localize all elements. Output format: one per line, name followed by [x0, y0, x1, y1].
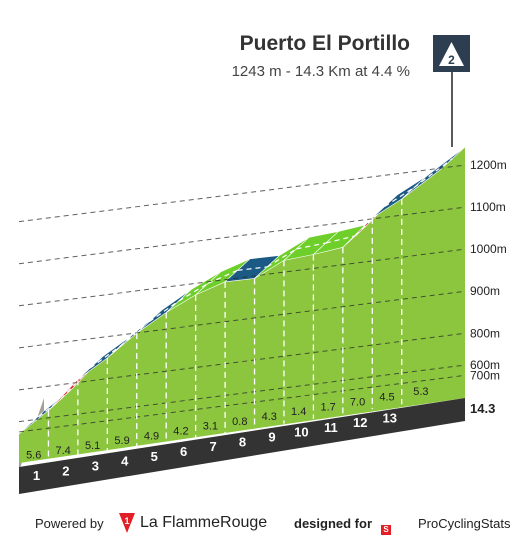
segment-gradient-label: 7.4	[56, 445, 71, 457]
segment-gradient-label: 7.0	[350, 397, 365, 409]
elevation-guide-line	[18, 332, 466, 391]
ridge-center-line	[178, 282, 209, 302]
ridge-center-line	[354, 205, 386, 237]
segment-gradient-label: 1.7	[320, 401, 335, 413]
km-axis-band	[19, 398, 465, 494]
ridge-center-line	[266, 248, 297, 268]
segment-gradient-label: 1.4	[291, 406, 306, 418]
km-marker-label: 7	[209, 439, 216, 454]
segment-gradient-label: 5.9	[114, 435, 129, 447]
elevation-tick-label: 600m	[470, 358, 500, 372]
flamme-rouge-icon: 1	[119, 513, 135, 533]
chart-subtitle: 1243 m - 14.3 Km at 4.4 %	[232, 63, 410, 80]
designed-for-text: designed for	[294, 516, 373, 531]
powered-by-text: Powered by	[35, 516, 104, 531]
elevation-tick-label: 700m	[470, 368, 500, 382]
svg-text:1: 1	[124, 516, 129, 526]
segment-gradient-label: 4.9	[144, 430, 159, 442]
chart-title: Puerto El Portillo	[240, 32, 410, 55]
elevation-tick-label: 1100m	[470, 200, 506, 214]
elevation-tick-label: 800m	[470, 326, 500, 340]
elevation-guide-line	[18, 164, 466, 223]
km-marker-label: 4	[121, 454, 129, 469]
total-distance-label: 14.3	[470, 401, 495, 416]
profile-layer	[18, 146, 466, 494]
km-marker-label: 6	[180, 444, 187, 459]
ridge-center-line	[384, 186, 415, 207]
segment-gradient-label: 4.2	[173, 425, 188, 437]
segment-gradient-label: 5.3	[413, 386, 428, 398]
elevation-guide-line	[18, 206, 466, 265]
km-marker-label: 3	[92, 459, 99, 474]
ridge-center-line	[413, 158, 453, 188]
elevation-guide-line	[18, 290, 466, 349]
km-marker-label: 10	[294, 425, 308, 440]
segment-gradient-label: 4.5	[379, 392, 394, 404]
km-marker-label: 1	[33, 468, 40, 483]
segment-gradient-label: 5.6	[26, 450, 41, 462]
elevation-guide-line	[18, 364, 466, 423]
elevation-tick-label: 1200m	[470, 158, 507, 172]
segment-gradient-label: 5.1	[85, 440, 100, 452]
segment-gradient-label: 0.8	[232, 416, 247, 428]
footer: Powered by 1 La FlammeRouge designed for…	[0, 508, 525, 538]
gradient-segment	[401, 146, 466, 200]
km-marker-label: 8	[239, 434, 246, 449]
ridge-center-line	[119, 321, 150, 347]
brand-name: La FlammeRouge	[140, 514, 268, 531]
ridge-center-line	[237, 266, 268, 271]
pcs-letter-s: S	[381, 525, 391, 535]
profile-area	[19, 147, 465, 463]
category-badge: 2	[433, 35, 470, 147]
km-marker-label: 5	[151, 449, 158, 464]
ridge-center-line	[148, 300, 180, 323]
ridge-center-line	[60, 367, 91, 400]
segment-gradient-label: 4.3	[262, 411, 277, 423]
profile-labels: 5.6 7.4 5.1 5.9 4.9 4.2 3.1 0.8 4.3 1.4 1.7 7.0 4.5 5…	[26, 386, 495, 483]
km-marker-label: 13	[382, 410, 396, 425]
km-marker-label: 9	[268, 430, 275, 445]
elevation-tick-label: 1000m	[470, 242, 507, 256]
elevation-tick-label: 900m	[470, 284, 500, 298]
mountain-icon	[439, 42, 464, 66]
elevation-guide-line	[18, 248, 466, 307]
segment-gradient-label: 3.1	[203, 421, 218, 433]
pcs-name: ProCyclingStats	[418, 516, 511, 531]
ridge-center-line	[90, 345, 121, 369]
km-marker-label: 2	[62, 463, 69, 478]
km-marker-label: 12	[353, 415, 367, 430]
km-marker-label: 11	[324, 420, 338, 435]
elevation-guide-line	[18, 374, 466, 433]
category-number: 2	[448, 53, 455, 67]
